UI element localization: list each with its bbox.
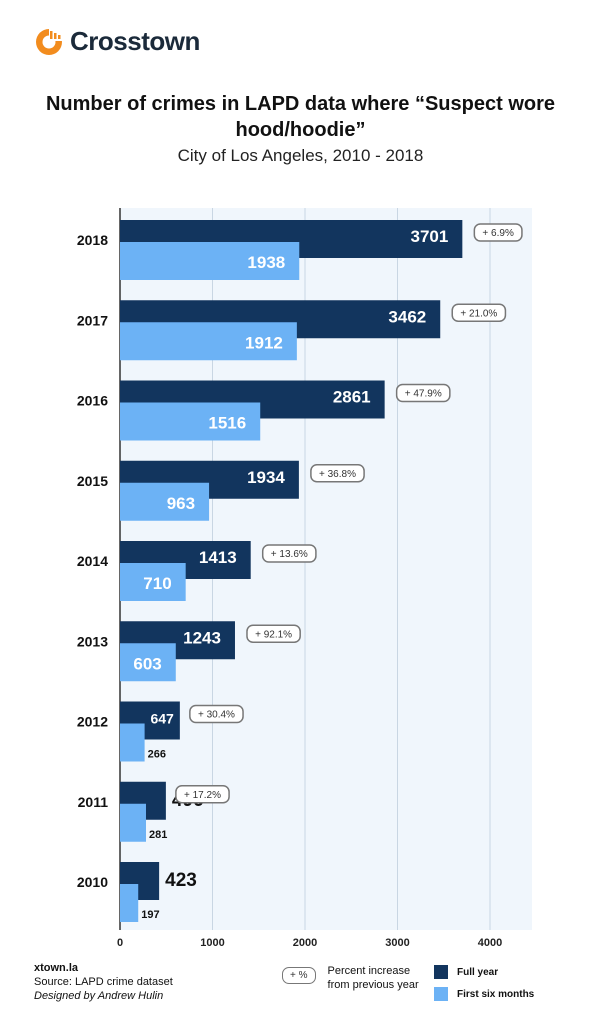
legend-percent: + % Percent increase from previous year xyxy=(282,964,419,992)
bar-first-six-months xyxy=(120,884,139,922)
pct-change-badge xyxy=(473,223,523,242)
bar-first-six-months xyxy=(120,322,297,361)
category-label: 2017 xyxy=(77,312,108,328)
chart-subtitle: City of Los Angeles, 2010 - 2018 xyxy=(177,146,424,165)
x-tick-label: 4000 xyxy=(478,937,502,949)
category-label: 2012 xyxy=(77,714,108,730)
bar-first-six-months xyxy=(120,242,300,280)
pct-change-badge xyxy=(189,704,244,724)
value-label-full-year: 3462 xyxy=(388,307,426,326)
value-label-full-year: 1934 xyxy=(247,468,285,487)
pct-change-label: + 47.9% xyxy=(405,389,442,400)
value-label-first-six: 197 xyxy=(141,909,159,921)
footer-source: Source: LAPD crime dataset xyxy=(34,976,173,988)
x-tick-label: 0 xyxy=(117,937,123,949)
legend-item-full-year: Full year xyxy=(434,961,534,983)
legend-pct-text: Percent increase from previous year xyxy=(328,964,419,992)
legend-item-first-six: First six months xyxy=(434,983,534,1005)
legend-pct-line2: from previous year xyxy=(327,979,419,991)
category-label: 2013 xyxy=(77,633,108,649)
pct-change-badge xyxy=(451,303,507,322)
legend-pct-symbol: + % xyxy=(282,967,316,984)
pct-change-badge xyxy=(261,544,317,563)
crosstown-logo-icon xyxy=(36,28,63,55)
x-tick-label: 1000 xyxy=(200,937,224,949)
bar-first-six-months xyxy=(120,803,146,842)
x-tick-label: 3000 xyxy=(385,937,409,949)
value-label-first-six: 603 xyxy=(133,654,161,673)
crosstown-logo[interactable]: Crosstown xyxy=(34,26,200,57)
legend-label-full-year: Full year xyxy=(457,966,499,978)
bar-first-six-months xyxy=(120,643,176,682)
value-label-first-six: 1938 xyxy=(247,253,285,272)
legend-label-first-six: First six months xyxy=(457,988,535,1000)
pct-change-label: + 21.0% xyxy=(460,308,497,319)
bar-first-six-months xyxy=(120,402,261,441)
footer-designer: Designed by Andrew Hulin xyxy=(34,990,164,1002)
brand-name: Crosstown xyxy=(70,26,200,56)
category-label: 2010 xyxy=(77,874,108,890)
pct-change-label: + 36.8% xyxy=(319,469,356,480)
legend-pct-line1: Percent increase xyxy=(327,965,411,977)
category-label: 2018 xyxy=(77,232,108,248)
pct-change-badge xyxy=(395,383,451,403)
legend-series: Full year First six months xyxy=(434,961,534,1005)
pct-change-label: + 17.2% xyxy=(184,790,221,801)
footer-credits: xtown.la Source: LAPD crime dataset Desi… xyxy=(34,961,173,1003)
value-label-first-six: 266 xyxy=(148,749,166,761)
chart-title: Number of crimes in LAPD data where “Sus… xyxy=(45,93,555,141)
category-label: 2014 xyxy=(77,553,108,569)
pct-change-label: + 6.9% xyxy=(482,228,514,239)
legend-swatch-full-year xyxy=(434,965,448,979)
category-label: 2016 xyxy=(77,393,108,409)
value-label-full-year: 3701 xyxy=(411,227,449,246)
pct-change-label: + 30.4% xyxy=(198,710,235,721)
category-label: 2015 xyxy=(77,473,108,489)
footer-site: xtown.la xyxy=(34,962,79,974)
value-label-full-year: 647 xyxy=(150,711,174,727)
value-label-first-six: 710 xyxy=(143,574,171,593)
value-label-first-six: 1912 xyxy=(245,333,283,352)
value-label-full-year: 1413 xyxy=(199,548,237,567)
pct-change-badge xyxy=(310,464,365,483)
bar-first-six-months xyxy=(120,723,145,762)
bar-first-six-months xyxy=(120,482,210,521)
value-label-first-six: 281 xyxy=(149,829,167,841)
x-tick-label: 2000 xyxy=(293,937,317,949)
value-label-first-six: 1516 xyxy=(208,414,246,433)
value-label-first-six: 963 xyxy=(167,494,195,513)
pct-change-label: + 13.6% xyxy=(271,549,308,560)
value-label-full-year: 2861 xyxy=(333,388,371,407)
bar-first-six-months xyxy=(120,563,186,601)
pct-change-badge xyxy=(246,624,301,643)
category-label: 2011 xyxy=(78,794,109,810)
bar-chart: 0 1000 2000 3000 4000 2018 3701 1938 + 6.9% 2017 3… xyxy=(77,208,532,949)
value-label-full-year: 1243 xyxy=(183,628,221,647)
pct-change-label: + 92.1% xyxy=(255,629,292,640)
pct-change-badge xyxy=(175,785,230,804)
legend-swatch-first-six xyxy=(434,987,448,1001)
value-label-full-year: 423 xyxy=(165,870,197,891)
